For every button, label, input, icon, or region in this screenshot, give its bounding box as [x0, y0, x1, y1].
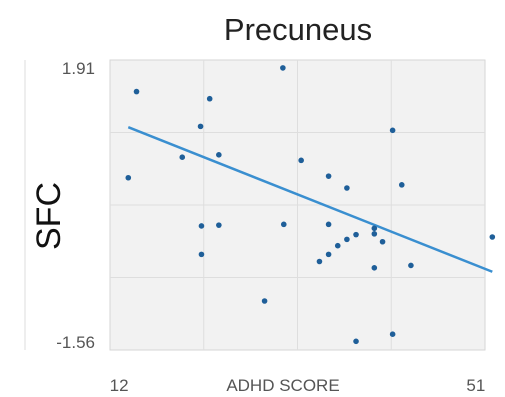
chart-title: Precuneus [224, 12, 372, 47]
data-point [353, 338, 359, 345]
y-tick-label: 1.91 [62, 59, 95, 78]
grid [110, 60, 485, 350]
data-point [344, 185, 350, 191]
data-point [216, 152, 222, 158]
data-point [371, 231, 378, 237]
data-point [389, 331, 396, 337]
data-point [298, 157, 304, 164]
data-point [179, 154, 186, 160]
data-point [316, 258, 323, 265]
data-point [280, 65, 286, 71]
data-point [198, 251, 205, 258]
data-point [206, 95, 213, 102]
data-point [133, 88, 140, 95]
data-point [371, 225, 378, 232]
x-tick-label: 12 [110, 376, 129, 395]
y-axis-label: SFC [30, 182, 68, 250]
trend-line-group [127, 126, 493, 273]
data-point [389, 127, 396, 134]
data-point [125, 174, 132, 181]
data-point [280, 221, 287, 228]
x-axis-label: ADHD SCORE [226, 376, 339, 395]
data-point [325, 173, 332, 179]
data-point [216, 222, 222, 228]
data-point [398, 182, 405, 188]
data-point [353, 231, 359, 238]
tick-labels: 1.91 -1.56 12 51 [56, 59, 485, 395]
data-point [371, 265, 378, 271]
trend-line [127, 126, 493, 273]
data-point [334, 242, 341, 249]
y-tick-label: -1.56 [56, 333, 95, 352]
data-points [125, 65, 496, 345]
data-point [261, 298, 268, 304]
data-point [197, 123, 204, 130]
data-point [489, 234, 496, 240]
data-point [344, 236, 350, 243]
data-point [379, 238, 386, 245]
data-point [325, 251, 332, 258]
data-point [198, 223, 205, 229]
x-tick-label: 51 [466, 376, 485, 395]
data-point [408, 262, 414, 269]
data-point [325, 221, 332, 228]
